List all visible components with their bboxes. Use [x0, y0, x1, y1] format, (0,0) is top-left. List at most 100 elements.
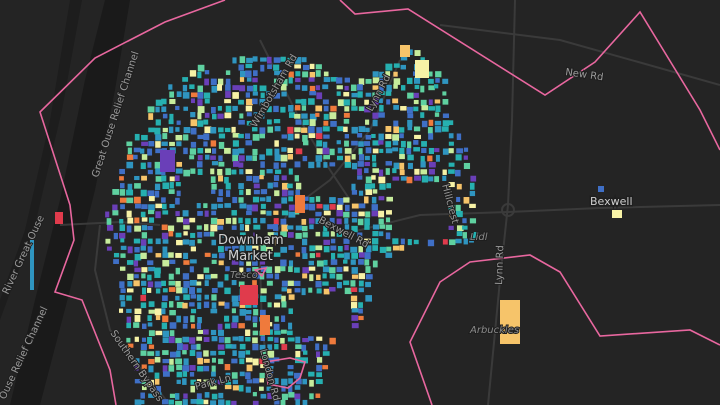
building	[281, 280, 288, 287]
building	[127, 183, 133, 191]
building	[385, 252, 393, 258]
building	[400, 85, 406, 91]
building	[392, 140, 399, 146]
building	[119, 294, 125, 301]
building	[351, 99, 356, 106]
building	[218, 78, 224, 86]
building	[238, 336, 244, 342]
building	[154, 127, 161, 135]
building	[238, 155, 245, 162]
building	[232, 301, 239, 307]
building	[161, 302, 168, 308]
building	[413, 140, 419, 145]
building	[175, 175, 180, 182]
building	[155, 211, 161, 219]
building	[197, 302, 202, 310]
building	[385, 126, 392, 132]
building	[245, 169, 253, 175]
building	[364, 155, 370, 161]
building	[140, 245, 146, 251]
building	[330, 77, 338, 82]
building	[448, 133, 454, 139]
building	[260, 203, 266, 209]
building	[428, 99, 433, 106]
building	[176, 161, 183, 167]
building	[168, 280, 176, 286]
building	[155, 99, 163, 106]
building	[134, 336, 139, 342]
building	[169, 351, 177, 358]
building	[357, 84, 363, 91]
building	[183, 358, 189, 366]
building	[147, 106, 155, 113]
building	[203, 379, 211, 387]
building	[246, 267, 251, 273]
building	[364, 252, 371, 260]
building	[148, 204, 155, 212]
building	[365, 127, 370, 133]
building	[392, 134, 400, 141]
building	[343, 119, 350, 124]
boundary-south-east	[409, 254, 720, 405]
building	[259, 372, 265, 379]
building	[343, 99, 350, 106]
building	[301, 127, 308, 133]
building	[245, 245, 253, 251]
building	[133, 260, 139, 267]
building	[266, 169, 273, 174]
building	[155, 288, 161, 294]
building	[274, 316, 279, 322]
building	[182, 84, 188, 92]
building	[442, 113, 450, 118]
building	[218, 189, 223, 197]
building	[232, 140, 239, 147]
building	[231, 210, 237, 216]
building	[218, 392, 224, 399]
building	[420, 169, 428, 175]
building	[245, 253, 253, 260]
building	[344, 287, 352, 295]
building	[260, 288, 267, 294]
building	[287, 154, 294, 160]
building	[413, 126, 421, 132]
building	[162, 239, 169, 244]
building	[330, 245, 337, 251]
buildings-layer	[30, 45, 622, 405]
building	[330, 252, 336, 260]
building	[30, 240, 34, 290]
building	[239, 309, 247, 316]
building	[274, 190, 280, 197]
building	[448, 120, 454, 126]
building	[203, 365, 210, 372]
building	[266, 106, 272, 113]
building	[393, 126, 400, 134]
building	[267, 365, 274, 373]
building	[273, 302, 281, 308]
building	[393, 120, 399, 127]
building	[273, 224, 279, 232]
building	[204, 224, 209, 231]
building	[385, 63, 393, 71]
building	[309, 224, 314, 230]
building	[287, 371, 294, 376]
building	[259, 197, 266, 202]
building	[308, 161, 315, 169]
building	[203, 203, 208, 209]
building	[211, 210, 217, 216]
building	[399, 127, 405, 133]
building	[274, 378, 279, 385]
building	[371, 210, 378, 217]
building	[141, 232, 148, 239]
building	[273, 57, 281, 63]
building	[456, 231, 463, 237]
building	[336, 155, 344, 161]
building	[204, 154, 210, 160]
building	[133, 147, 141, 153]
building	[365, 92, 372, 97]
building	[330, 238, 336, 244]
building	[182, 210, 189, 217]
building	[232, 161, 240, 167]
building	[197, 211, 203, 216]
building	[238, 119, 245, 125]
